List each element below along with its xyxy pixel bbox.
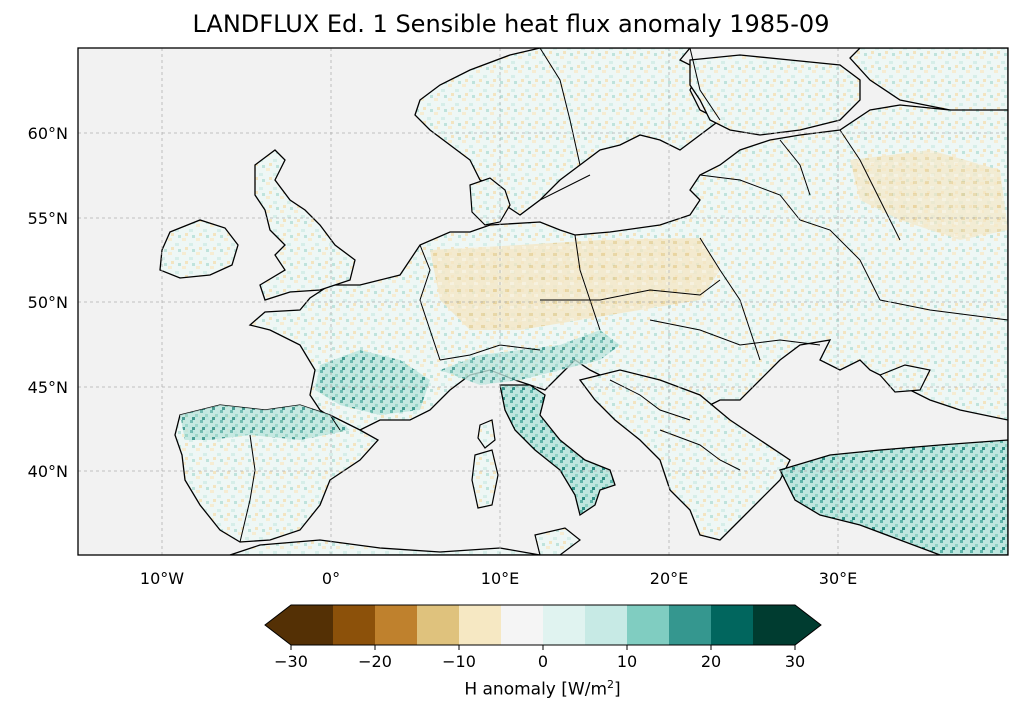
colorbar-tick-label: 30 bbox=[785, 652, 805, 671]
lat-tick-labels: 60°N 55°N 50°N 45°N 40°N bbox=[28, 124, 68, 481]
colorbar-tick-label: 20 bbox=[701, 652, 721, 671]
colorbar-tick-label: 0 bbox=[538, 652, 548, 671]
anomaly-patch-russia bbox=[850, 150, 1008, 240]
colorbar-extend-low bbox=[265, 605, 291, 645]
lon-tick-label: 0° bbox=[322, 569, 340, 588]
colorbar-tick-label: 10 bbox=[617, 652, 637, 671]
map-panel bbox=[78, 48, 1008, 555]
lon-tick-label: 10°E bbox=[481, 569, 519, 588]
lat-tick-label: 60°N bbox=[28, 124, 68, 143]
colorbar-ticks: −30 −20 −10 0 10 20 30 bbox=[274, 645, 805, 671]
colorbar-segment bbox=[627, 605, 670, 645]
colorbar-tick-label: −30 bbox=[274, 652, 308, 671]
land-crimea bbox=[878, 364, 931, 393]
land-great-britain bbox=[254, 149, 356, 301]
lat-tick-label: 40°N bbox=[28, 462, 68, 481]
anomaly-patch-france bbox=[315, 350, 430, 415]
colorbar-segment bbox=[417, 605, 460, 645]
lon-tick-labels: 10°W 0° 10°E 20°E 30°E bbox=[140, 569, 857, 588]
land-turkey bbox=[779, 439, 1008, 555]
map-title: LANDFLUX Ed. 1 Sensible heat flux anomal… bbox=[192, 10, 830, 38]
colorbar-tick-label: −10 bbox=[442, 652, 476, 671]
country-borders bbox=[239, 48, 1008, 543]
colorbar-segment bbox=[375, 605, 418, 645]
colorbar-segment bbox=[333, 605, 376, 645]
colorbar-extend-high bbox=[795, 605, 821, 645]
lon-tick-label: 10°W bbox=[140, 569, 184, 588]
land-italy bbox=[499, 384, 616, 517]
colorbar-tick-label: −20 bbox=[358, 652, 392, 671]
colorbar-label-prefix: H anomaly [W/m bbox=[464, 679, 608, 700]
colorbar-segment bbox=[459, 605, 502, 645]
colorbar-label-suffix: ] bbox=[614, 679, 621, 700]
land-corsica bbox=[477, 419, 496, 449]
land-finland bbox=[689, 54, 861, 136]
colorbar-segment bbox=[711, 605, 754, 645]
colorbar-segment bbox=[543, 605, 586, 645]
land-balkans bbox=[578, 369, 791, 541]
land-sicily bbox=[534, 527, 581, 555]
colorbar-segment bbox=[291, 605, 334, 645]
anomaly-patch-alps bbox=[440, 330, 620, 385]
colorbar-segment bbox=[753, 605, 796, 645]
land-sardinia bbox=[471, 449, 499, 509]
land-ireland bbox=[159, 219, 239, 279]
land-north-africa bbox=[229, 539, 541, 555]
map-frame bbox=[77, 47, 1009, 556]
anomaly-patch-iberia-north bbox=[180, 405, 350, 440]
colorbar-label: H anomaly [W/m2] bbox=[0, 678, 1022, 700]
lat-tick-label: 55°N bbox=[28, 209, 68, 228]
land-denmark bbox=[469, 177, 511, 226]
colorbar-segment bbox=[501, 605, 544, 645]
lat-tick-label: 45°N bbox=[28, 378, 68, 397]
colorbar bbox=[264, 604, 822, 646]
lat-tick-label: 50°N bbox=[28, 293, 68, 312]
colorbar-label-sup: 2 bbox=[607, 678, 615, 691]
colorbar-segment bbox=[585, 605, 628, 645]
graticule bbox=[78, 48, 1008, 555]
lon-tick-label: 20°E bbox=[650, 569, 688, 588]
colorbar-segment bbox=[669, 605, 712, 645]
anomaly-patch-central-europe bbox=[430, 238, 720, 330]
land-scandinavia bbox=[414, 48, 722, 216]
lon-tick-label: 30°E bbox=[819, 569, 857, 588]
